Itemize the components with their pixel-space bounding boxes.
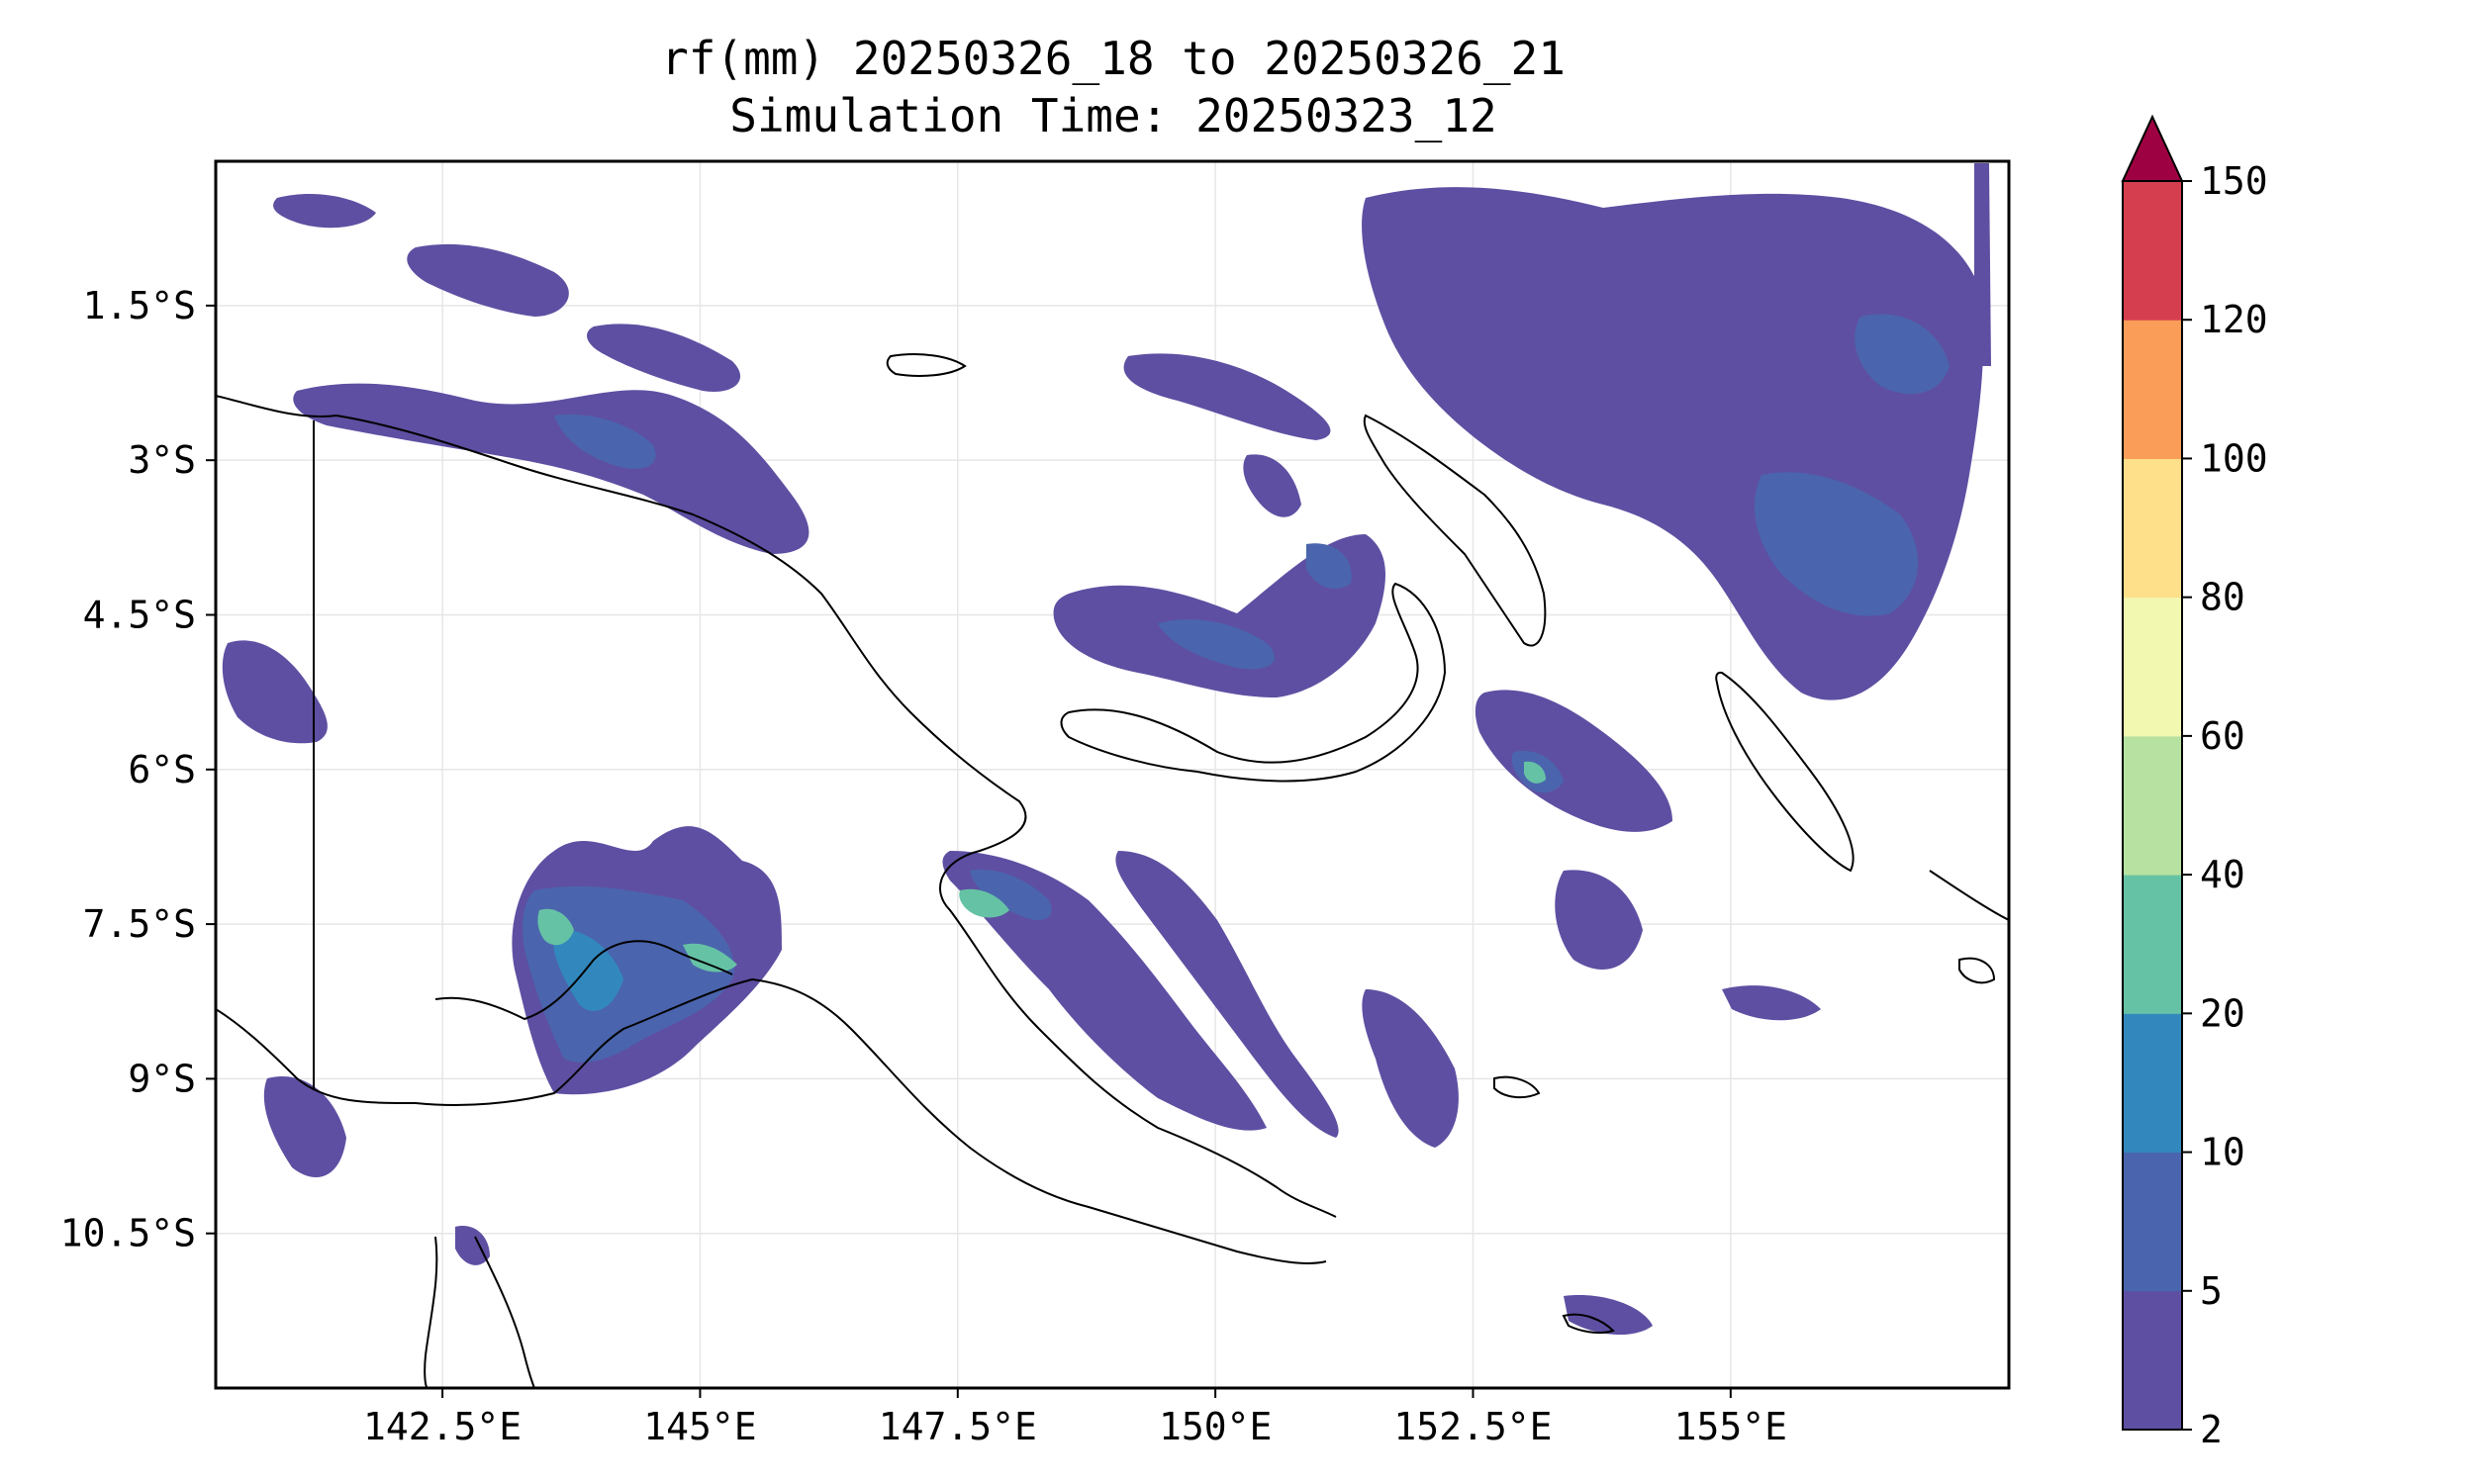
x-axis: 142.5°E 145°E 147.5°E 150°E 152.5°E 155°E: [363, 1388, 1787, 1448]
colorbar-label: 120: [2200, 298, 2268, 341]
rain-patch-bismarck-2: [1243, 454, 1301, 517]
colorbar-segment: [2123, 1152, 2182, 1292]
rain-patch-new-britain: [1053, 534, 1385, 697]
x-tick-label: 142.5°E: [363, 1405, 522, 1448]
x-tick-label: 145°E: [643, 1405, 756, 1448]
colorbar-segment: [2123, 597, 2182, 737]
coastline-new-guinea-north: [216, 395, 1337, 1218]
x-tick-label: 152.5°E: [1393, 1405, 1552, 1448]
rain-patch-northeast-core: [1754, 472, 1919, 616]
coastline-trobriand: [1493, 1075, 1541, 1099]
colorbar-label: 100: [2200, 436, 2268, 480]
rain-patch-bismarck: [1123, 353, 1331, 440]
y-tick-label: 6°S: [128, 748, 196, 791]
rain-patch-torres: [455, 1226, 490, 1265]
rain-patch-north-sea: [407, 243, 569, 317]
colorbar-segment: [2123, 458, 2182, 599]
rain-patch-coral-sea: [263, 1076, 346, 1177]
colorbar-label: 2: [2200, 1408, 2223, 1451]
rain-patch-new-britain-2: [1306, 543, 1352, 589]
y-tick-label: 9°S: [128, 1057, 196, 1100]
colorbar-extend-arrow: [2121, 114, 2184, 182]
coastline-manus: [886, 353, 967, 377]
colorbar-frame: [2122, 180, 2183, 1431]
x-tick-label: 150°E: [1159, 1405, 1272, 1448]
chart-title: rf(mm) 20250326_18 to 20250326_21 Simula…: [0, 30, 2227, 144]
title-line-1: rf(mm) 20250326_18 to 20250326_21: [661, 32, 1566, 85]
rain-patch-south-islands: [1564, 1295, 1653, 1336]
coastline-new-ireland: [1363, 414, 1547, 647]
colorbar-label: 80: [2200, 576, 2245, 619]
rain-patch-solomon-sea: [1555, 870, 1643, 970]
colorbar-segment: [2123, 1013, 2182, 1154]
coastline-cape-york: [424, 1236, 438, 1388]
rain-patch-fly-peak: [537, 908, 574, 946]
y-tick-label: 3°S: [128, 438, 196, 482]
colorbar-segment: [2123, 181, 2182, 321]
coastline-solomons: [1929, 870, 2009, 921]
colorbar-segment: [2123, 875, 2182, 1014]
coastline-new-guinea-south: [216, 977, 1327, 1264]
rain-patch-owen-stanley: [1115, 851, 1339, 1138]
coastline-woodlark: [1562, 1313, 1615, 1335]
colorbar-label: 60: [2200, 714, 2245, 758]
coastline-new-britain: [1060, 582, 1447, 783]
colorbar-segment: [2123, 735, 2182, 876]
coastline-bougainville: [1715, 671, 1855, 873]
x-tick-label: 155°E: [1674, 1405, 1787, 1448]
rain-patch-fly-inner: [523, 885, 734, 1063]
y-tick-label: 7.5°S: [83, 902, 196, 946]
coastline-islands: [1958, 957, 1996, 984]
rain-patch-bougainville-peak: [1524, 761, 1546, 784]
rain-patch-northeast-core-2: [1855, 314, 1950, 395]
rain-patch-east-isles: [1722, 985, 1821, 1021]
y-tick-label: 10.5°S: [60, 1212, 196, 1255]
rain-patch-fly-core: [553, 929, 623, 1011]
colorbar-label: 5: [2200, 1269, 2223, 1313]
coastline-australia-tip: [474, 1236, 535, 1388]
rain-patch-huon-core: [970, 870, 1052, 920]
colorbar-segment: [2123, 1290, 2182, 1431]
x-tick-label: 147.5°E: [879, 1405, 1037, 1448]
title-line-2: Simulation Time: 20250323_12: [729, 89, 1497, 142]
colorbar: 2 5 10 20 40 60 80 100 120 150: [2121, 114, 2268, 1451]
rain-patch-huon: [942, 851, 1267, 1131]
rain-patch-west: [222, 640, 328, 744]
rainfall-field: [222, 163, 1991, 1336]
coastline-fly-delta: [434, 940, 733, 1021]
rain-patch-bougainville: [1475, 690, 1672, 832]
y-tick-label: 4.5°S: [83, 593, 196, 636]
map-frame: [214, 159, 2011, 1390]
colorbar-label: 150: [2200, 159, 2268, 203]
rain-patch-east-edge: [1974, 163, 1991, 366]
colorbar-segment: [2123, 320, 2182, 459]
rain-patch-new-britain-core: [1158, 619, 1276, 670]
colorbar-label: 20: [2200, 991, 2245, 1035]
rain-patch-huon-peak: [959, 888, 1009, 918]
colorbar-label: 40: [2200, 853, 2245, 896]
y-tick-label: 1.5°S: [83, 284, 196, 327]
rain-patch-north-coast-2: [554, 415, 656, 469]
y-axis: 1.5°S 3°S 4.5°S 6°S 7.5°S 9°S 10.5°S: [60, 284, 216, 1255]
coastlines: [216, 353, 2009, 1388]
rain-patch-north-sea-2: [273, 193, 376, 229]
colorbar-label: 10: [2200, 1131, 2245, 1174]
rain-patch-fly-peak-2: [683, 943, 737, 973]
rain-patch-north-sea-3: [587, 324, 741, 392]
map-content: [216, 161, 2009, 1388]
rain-patch-solomon-sea-2: [1405, 1048, 1455, 1107]
